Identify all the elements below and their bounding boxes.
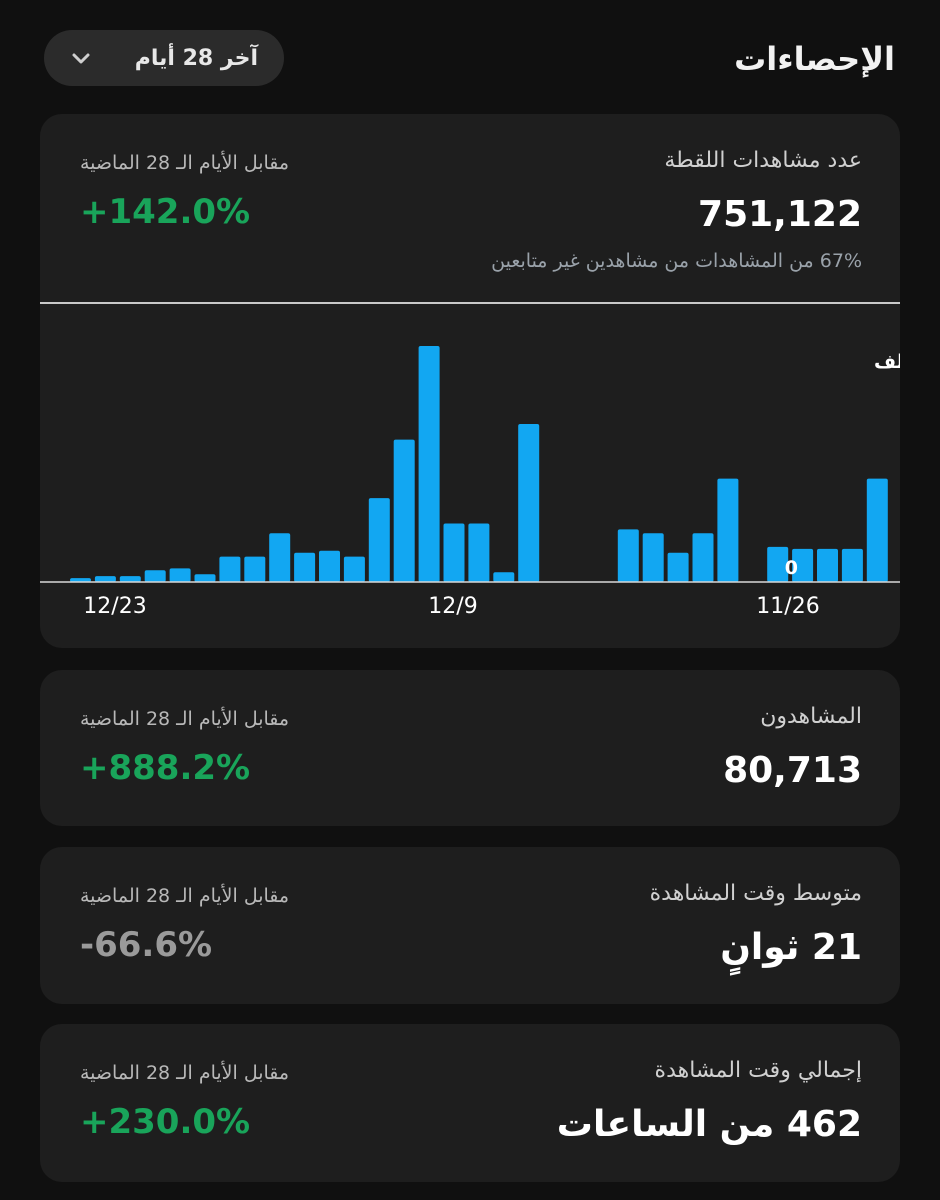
avg-watch-time-card[interactable]: متوسط وقت المشاهدة 21 ثوانٍ مقابل الأيام…	[40, 847, 900, 1004]
chart-bar[interactable]	[493, 572, 515, 582]
chart-bar[interactable]	[418, 346, 440, 582]
chart-bar[interactable]	[518, 424, 540, 582]
chart-bar[interactable]	[119, 576, 141, 582]
total-watch-time-value: 462 من الساعات	[556, 1104, 862, 1145]
date-range-dropdown[interactable]: آخر 28 أيام	[44, 30, 284, 86]
avg-watch-change: -66.6%	[80, 925, 213, 965]
viewers-card[interactable]: المشاهدون 80,713 مقابل الأيام الـ 28 الم…	[40, 670, 900, 826]
views-change: +142.0%	[80, 192, 251, 232]
total-watch-change: +230.0%	[80, 1102, 251, 1142]
chart-bar[interactable]	[692, 533, 714, 582]
views-chart: 121 ألف 0 12/23 12/9 11/26	[40, 302, 900, 648]
avg-watch-time-label: متوسط وقت المشاهدة	[649, 881, 862, 906]
views-value: 751,122	[698, 194, 862, 235]
chart-bar[interactable]	[841, 548, 863, 582]
avg-watch-compare-label: مقابل الأيام الـ 28 الماضية	[80, 885, 290, 907]
views-bar-chart: 121 ألف 0 12/23 12/9 11/26	[40, 346, 900, 619]
x-tick-label: 12/23	[83, 594, 146, 619]
date-range-label: آخر 28 أيام	[134, 45, 258, 71]
views-label: عدد مشاهدات اللقطة	[664, 148, 862, 173]
views-card[interactable]: عدد مشاهدات اللقطة 751,122 67% من المشاه…	[40, 114, 900, 648]
chart-bar[interactable]	[468, 523, 490, 582]
chart-bar[interactable]	[667, 552, 689, 582]
total-watch-compare-label: مقابل الأيام الـ 28 الماضية	[80, 1062, 290, 1084]
chart-bar[interactable]	[443, 523, 465, 582]
y-min-label: 0	[785, 557, 798, 579]
x-tick-label: 12/9	[428, 594, 477, 619]
viewers-value: 80,713	[723, 750, 862, 791]
viewers-label: المشاهدون	[760, 704, 862, 729]
chart-bar[interactable]	[617, 529, 639, 582]
chart-bar[interactable]	[219, 556, 241, 582]
chart-bar[interactable]	[817, 548, 838, 582]
page-title: الإحصاءات	[734, 40, 895, 78]
chart-bar[interactable]	[717, 478, 739, 582]
chart-bar[interactable]	[767, 546, 789, 582]
viewers-change: +888.2%	[80, 748, 251, 788]
chart-bar[interactable]	[866, 478, 888, 582]
total-watch-time-card[interactable]: إجمالي وقت المشاهدة 462 من الساعات مقابل…	[40, 1024, 900, 1182]
views-compare-label: مقابل الأيام الـ 28 الماضية	[80, 152, 290, 174]
chart-bar[interactable]	[294, 552, 316, 582]
chart-bar[interactable]	[343, 556, 365, 582]
chart-bar[interactable]	[194, 574, 216, 582]
avg-watch-time-value: 21 ثوانٍ	[720, 927, 862, 968]
total-watch-time-label: إجمالي وقت المشاهدة	[654, 1058, 862, 1083]
chart-bar[interactable]	[393, 439, 415, 582]
y-max-label: 121 ألف	[874, 349, 900, 373]
chart-bar[interactable]	[792, 548, 814, 582]
chart-bar[interactable]	[368, 498, 390, 582]
chart-bar[interactable]	[244, 556, 266, 582]
chart-bar[interactable]	[269, 533, 291, 582]
chart-bar[interactable]	[144, 570, 166, 582]
chart-bar[interactable]	[319, 550, 340, 582]
header: الإحصاءات آخر 28 أيام	[0, 0, 940, 110]
chevron-down-icon	[70, 47, 92, 69]
non-follower-note: 67% من المشاهدات من مشاهدين غير متابعين	[491, 250, 862, 272]
chart-bar[interactable]	[70, 578, 91, 582]
viewers-compare-label: مقابل الأيام الـ 28 الماضية	[80, 708, 290, 730]
x-tick-label: 11/26	[756, 594, 819, 619]
chart-bar[interactable]	[169, 568, 191, 582]
chart-bar[interactable]	[94, 576, 116, 582]
chart-bar[interactable]	[642, 533, 664, 582]
